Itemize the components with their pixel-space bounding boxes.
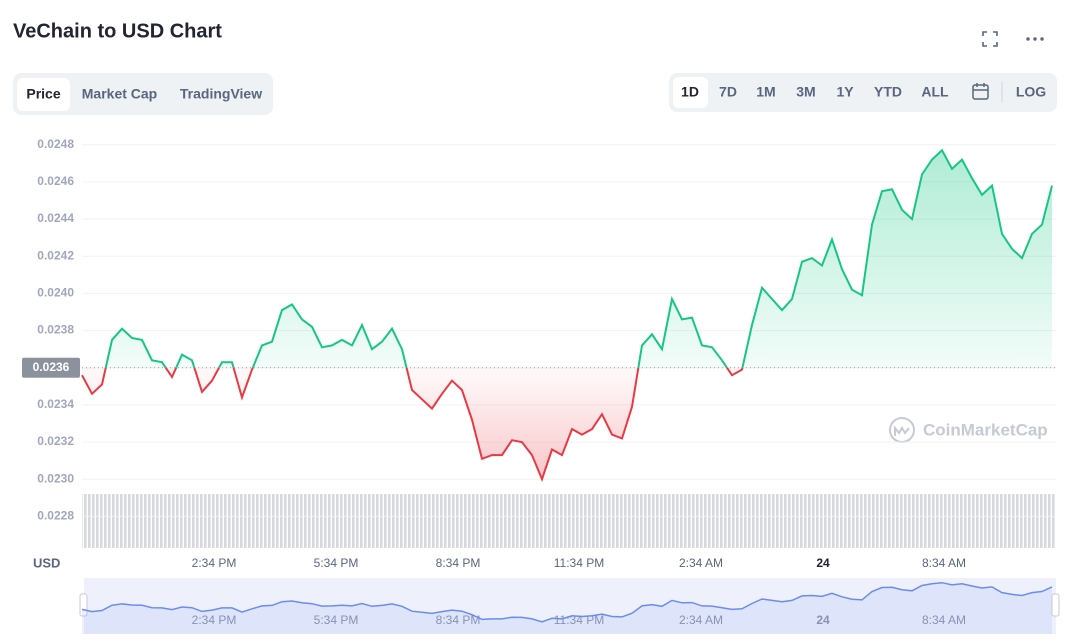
tab-active-bg (17, 78, 70, 111)
log-button[interactable]: LOG (1016, 84, 1046, 100)
range-button[interactable]: 7D (719, 84, 737, 100)
y-tick-label: 0.0246 (37, 174, 74, 188)
range-bar (669, 73, 1057, 112)
navigator-area (82, 582, 1052, 634)
calendar-icon[interactable] (972, 83, 989, 100)
price-line-down (81, 367, 744, 483)
range-button[interactable]: 1D (681, 84, 699, 100)
tab[interactable]: Price (26, 86, 60, 102)
navigator-line (81, 581, 1053, 623)
y-tick-label: 0.0242 (37, 248, 74, 262)
range-active-bg (673, 77, 708, 108)
tab-bar (13, 73, 273, 115)
range-button[interactable]: 1Y (836, 84, 854, 100)
range-button[interactable]: 1M (756, 84, 775, 100)
y-tick-label: 0.0244 (37, 211, 74, 225)
navigator-tick-label: 8:34 AM (922, 613, 966, 627)
tab[interactable]: Market Cap (82, 86, 157, 102)
fullscreen-icon[interactable] (982, 31, 998, 47)
navigator-tick-label: 11:34 PM (554, 613, 604, 627)
more-icon[interactable] (1026, 37, 1044, 41)
area-down (82, 367, 1052, 480)
x-tick-label: 8:34 AM (922, 556, 966, 570)
price-line-up (104, 148, 1053, 368)
y-tick-label: 0.0238 (37, 323, 74, 337)
range-button[interactable]: ALL (921, 84, 949, 100)
baseline-label: 0.0236 (33, 360, 70, 374)
area-up (105, 150, 1052, 368)
navigator-tick-label: 5:34 PM (314, 613, 359, 627)
y-tick-label: 0.0228 (37, 509, 74, 523)
x-tick-label: 24 (816, 556, 830, 570)
tab[interactable]: TradingView (180, 86, 262, 102)
watermark: CoinMarketCap (923, 420, 1048, 439)
navigator-tick-label: 2:34 AM (679, 613, 723, 627)
y-tick-label: 0.0232 (37, 434, 74, 448)
navigator-tick-label: 2:34 PM (192, 613, 237, 627)
range-button[interactable]: 3M (796, 84, 815, 100)
y-tick-label: 0.0230 (37, 471, 74, 485)
y-tick-label: 0.0234 (37, 397, 74, 411)
x-tick-label: 2:34 AM (679, 556, 723, 570)
x-tick-label: 8:34 PM (436, 556, 481, 570)
y-tick-label: 0.0248 (37, 137, 74, 151)
x-tick-label: 11:34 PM (554, 556, 604, 570)
navigator-tick-label: 8:34 PM (436, 613, 481, 627)
navigator-tick-label: 24 (816, 613, 830, 627)
range-button[interactable]: YTD (874, 84, 902, 100)
navigator-handle[interactable] (1051, 593, 1060, 617)
chart-title: VeChain to USD Chart (13, 20, 222, 42)
currency-label: USD (33, 555, 60, 570)
volume-bars (82, 494, 1056, 548)
watermark-logo (889, 417, 915, 443)
baseline-label-bg (22, 357, 80, 378)
x-tick-label: 5:34 PM (314, 556, 359, 570)
y-tick-label: 0.0240 (37, 286, 74, 300)
x-tick-label: 2:34 PM (192, 556, 237, 570)
